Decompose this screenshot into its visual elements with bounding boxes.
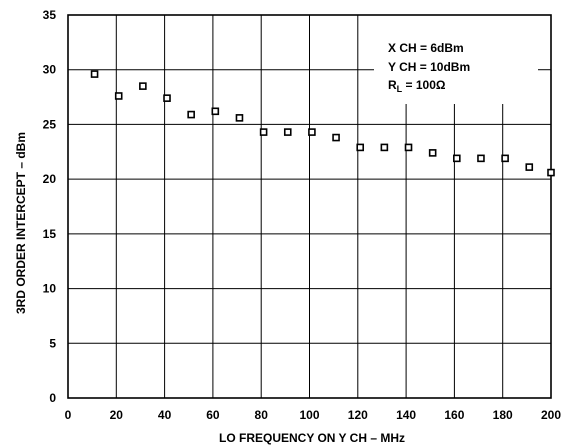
data-point [114,92,123,100]
grid-lines [68,15,551,398]
data-point [525,163,534,171]
x-axis-label: LO FREQUENCY ON Y CH – MHz [219,431,405,445]
x-tick-label: 60 [206,408,220,422]
data-point [404,143,413,152]
y-tick-label: 10 [43,282,57,296]
x-tick-labels: 0 20 40 60 80 100 120 140 160 180 200 [65,408,562,422]
x-tick-label: 180 [493,408,513,422]
data-point [453,154,461,163]
data-point [139,82,147,90]
annotation-background [374,36,538,104]
data-point [380,143,389,152]
x-tick-label: 100 [299,408,319,422]
y-tick-label: 15 [43,227,57,241]
y-tick-label: 5 [49,336,56,350]
annotation-box [374,36,538,104]
annotation-load-sub: L [397,84,403,94]
data-point [428,149,437,157]
x-tick-label: 40 [158,408,172,422]
data-point [90,70,99,78]
x-tick-label: 20 [110,408,124,422]
data-point [332,133,340,142]
annotation-load-prefix: R [388,78,397,92]
annotation-load-value: = 100Ω [402,78,446,92]
y-tick-label: 25 [43,117,57,131]
annotation-load: RL = 100Ω [388,78,446,94]
x-tick-label: 140 [396,408,416,422]
data-point [235,114,244,122]
x-tick-label: 160 [444,408,464,422]
y-tick-label: 0 [49,391,56,405]
x-tick-label: 80 [255,408,269,422]
x-tick-label: 0 [65,408,72,422]
y-tick-label: 30 [43,63,57,77]
data-point [547,168,555,177]
data-point [163,94,171,102]
x-tick-label: 120 [348,408,368,422]
data-point [501,154,509,163]
data-point [283,128,292,136]
x-tick-label: 200 [541,408,561,422]
data-point [308,128,316,136]
data-points [90,70,555,177]
data-point [477,154,485,163]
y-tick-labels: 0 5 10 15 20 25 30 35 [43,8,57,405]
y-axis-label: 3RD ORDER INTERCEPT – dBm [14,132,28,314]
data-point [187,110,195,119]
y-tick-label: 20 [43,172,57,186]
data-point [259,128,268,136]
data-point [356,143,365,152]
plot-frame [67,14,552,399]
annotation-line-y: Y CH = 10dBm [388,60,470,74]
y-tick-label: 35 [43,8,57,22]
data-point [211,107,220,116]
annotation-line-x: X CH = 6dBm [388,41,464,55]
